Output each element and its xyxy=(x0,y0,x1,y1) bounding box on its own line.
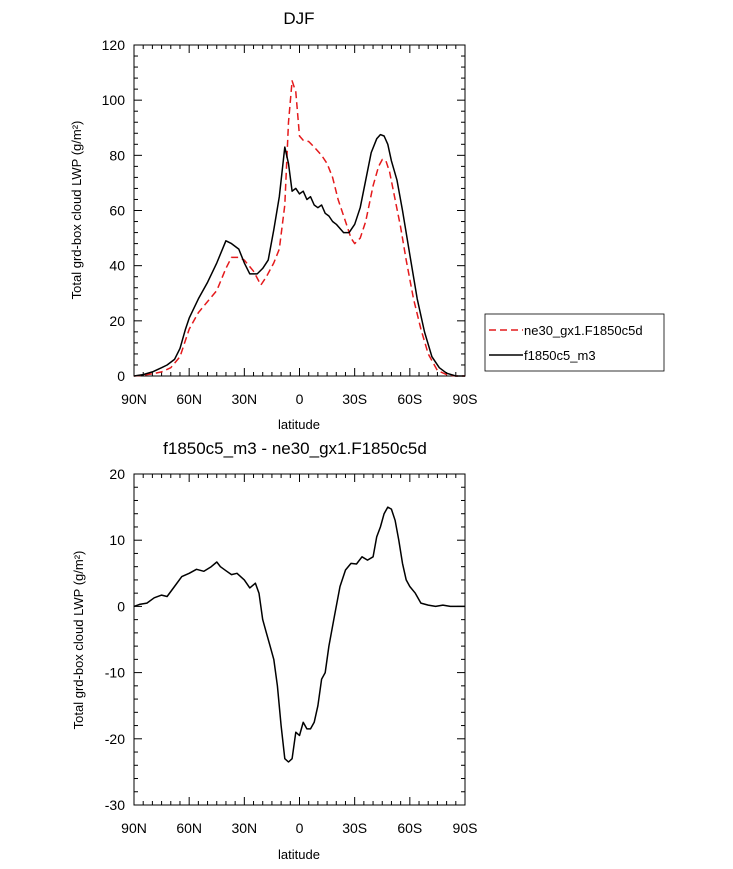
top-series-lines xyxy=(133,80,465,377)
legend-label-ne30: ne30_gx1.F1850c5d xyxy=(524,323,643,338)
top-y-tick-label: 120 xyxy=(102,37,126,53)
bottom-x-tick-label: 60S xyxy=(397,820,422,836)
top-y-axis-label: Total grd-box cloud LWP (g/m²) xyxy=(69,121,84,300)
top-x-tick-label: 90N xyxy=(121,391,147,407)
top-y-tick-label: 100 xyxy=(102,92,126,108)
top-y-tick-label: 0 xyxy=(117,368,125,384)
top-y-tick-label: 60 xyxy=(109,203,125,219)
top-y-tick-label: 40 xyxy=(109,258,125,274)
bottom-y-tick-label: 0 xyxy=(117,598,125,614)
bottom-y-tick-label: -20 xyxy=(105,731,125,747)
top-axes: 90N 60N 30N 0 30S 60S 90S 0 20 40 60 80 100 120 xyxy=(102,37,478,407)
top-x-axis-label: latitude xyxy=(278,417,320,432)
top-series-line-0 xyxy=(133,80,465,377)
bottom-plot-frame xyxy=(133,473,466,806)
bottom-y-tick-label: 20 xyxy=(109,466,125,482)
legend-box xyxy=(484,313,665,372)
bottom-x-axis-label: latitude xyxy=(278,847,320,862)
top-y-tick-label: 20 xyxy=(109,313,125,329)
top-x-tick-label: 60N xyxy=(176,391,202,407)
bottom-x-tick-label: 30S xyxy=(342,820,367,836)
bottom-x-tick-label: 90S xyxy=(453,820,478,836)
bottom-chart-title: f1850c5_m3 - ne30_gx1.F1850c5d xyxy=(163,439,427,458)
top-panel: DJF 90N 60N 30N 0 30S 60S 90S 0 20 40 60 80 100 120 l… xyxy=(69,9,665,432)
legend: ne30_gx1.F1850c5d f1850c5_m3 xyxy=(484,313,665,372)
bottom-x-tick-label: 60N xyxy=(176,820,202,836)
top-x-tick-label: 0 xyxy=(296,391,304,407)
top-chart-title: DJF xyxy=(283,9,314,28)
bottom-series-line-0 xyxy=(133,506,465,763)
top-y-tick-label: 80 xyxy=(109,147,125,163)
bottom-axes: 90N 60N 30N 0 30S 60S 90S -30 -20 -10 0 10 20 xyxy=(105,466,478,836)
bottom-y-tick-label: -30 xyxy=(105,797,125,813)
bottom-y-tick-label: 10 xyxy=(109,532,125,548)
top-x-tick-label: 60S xyxy=(397,391,422,407)
bottom-x-tick-label: 0 xyxy=(296,820,304,836)
bottom-x-tick-label: 30N xyxy=(231,820,257,836)
bottom-y-axis-label: Total grd-box cloud LWP (g/m²) xyxy=(71,551,86,730)
bottom-panel: f1850c5_m3 - ne30_gx1.F1850c5d 90N 60N 30N… xyxy=(71,439,477,862)
top-x-tick-label: 30N xyxy=(231,391,257,407)
bottom-series-lines xyxy=(133,506,465,763)
top-x-tick-label: 90S xyxy=(453,391,478,407)
top-plot-frame xyxy=(133,44,466,377)
legend-label-f1850: f1850c5_m3 xyxy=(524,348,596,363)
top-series-line-1 xyxy=(133,133,465,377)
bottom-y-tick-label: -10 xyxy=(105,665,125,681)
top-x-tick-label: 30S xyxy=(342,391,367,407)
bottom-x-tick-label: 90N xyxy=(121,820,147,836)
